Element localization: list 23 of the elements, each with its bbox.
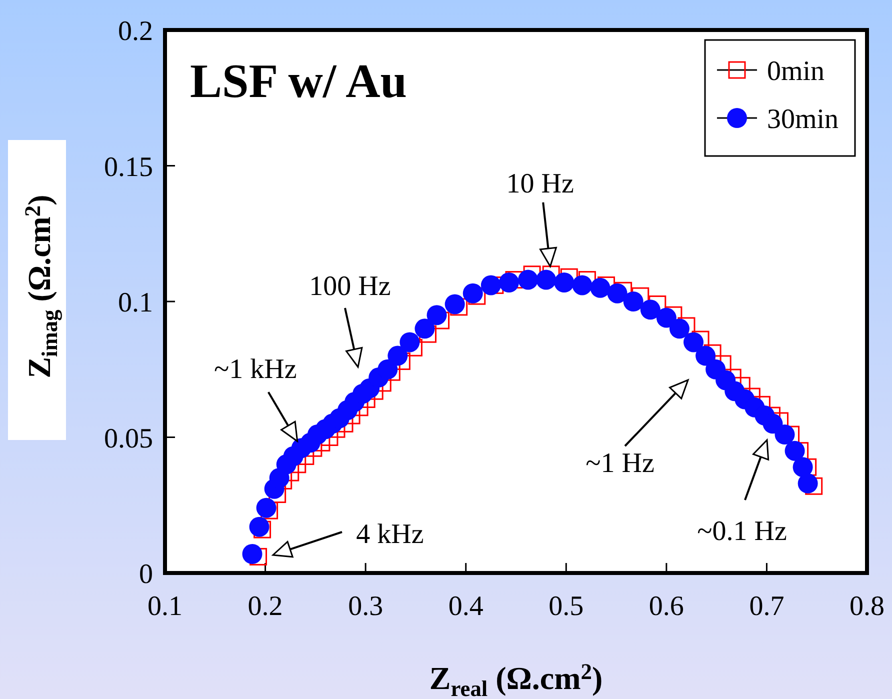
annotation: 4 kHz — [356, 519, 424, 550]
x-tick-label: 0.4 — [448, 591, 484, 622]
y-tick-label: 0.05 — [104, 423, 153, 454]
y-tick-label: 0.1 — [118, 288, 153, 318]
text: LSF w/ Au — [190, 55, 407, 108]
y-tick-label: 0.15 — [104, 152, 153, 183]
annotation: ~1 Hz — [586, 448, 654, 479]
x-tick-label: 0.7 — [749, 591, 784, 622]
annotation: 10 Hz — [506, 168, 574, 200]
y-tick-label: 0.2 — [118, 16, 153, 47]
annotation: ~0.1 Hz — [697, 516, 787, 547]
x-tick-label: 0.8 — [850, 591, 884, 622]
y-tick-label: 0 — [139, 559, 153, 590]
annotation: ~1 kHz — [214, 354, 297, 386]
x-tick-label: 0.6 — [648, 591, 684, 622]
x-axis-title: Z$_{real}$ (Ω.cm$^{2}$) — [429, 659, 603, 699]
x-tick-label: 0.2 — [248, 591, 283, 622]
annotation: 100 Hz — [309, 271, 391, 302]
x-tick-label: 0.5 — [548, 591, 584, 622]
legend-label: 30min — [767, 104, 839, 135]
x-tick-label: 0.3 — [348, 591, 384, 622]
legend-label: 0min — [767, 56, 825, 87]
x-tick-label: 0.1 — [148, 591, 182, 622]
